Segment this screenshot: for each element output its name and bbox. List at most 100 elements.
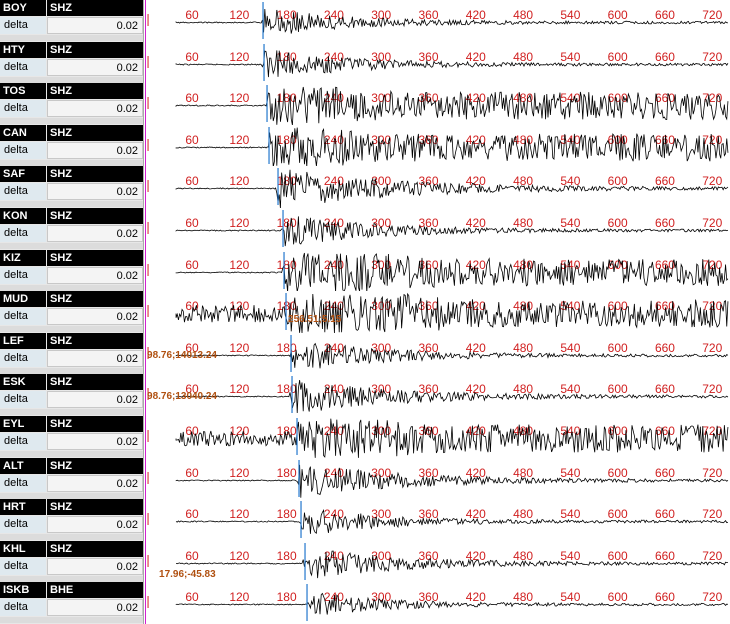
waveform-area[interactable]: 60 120 180 240 300 360 420 480 540 600 660 720 (145, 249, 730, 293)
trace-row[interactable]: MUD SHZ delta 0.02 601201802403003604204… (0, 291, 730, 334)
station-code[interactable]: BOY (0, 0, 46, 16)
param-row: delta 0.02 (0, 141, 143, 159)
station-code[interactable]: KON (0, 208, 46, 224)
trace-row[interactable]: TOS SHZ delta 0.02 60 120 180 240 300 360 420 4… (0, 83, 730, 126)
param-value-field[interactable]: 0.02 (47, 391, 143, 409)
trace-row[interactable]: HTY SHZ delta 0.02 60 120 180 240 300 360 420 4… (0, 41, 730, 84)
trace-row[interactable]: EYL SHZ delta 0.02 60 120 180 240 300 360 420 4… (0, 416, 730, 458)
trace-info-panel: LEF SHZ delta 0.02 (0, 332, 144, 375)
station-code[interactable]: SAF (0, 166, 46, 183)
waveform-trace (175, 49, 729, 77)
param-label: delta (0, 391, 46, 409)
station-code[interactable]: LEF (0, 332, 46, 349)
param-value-field[interactable]: 0.02 (47, 474, 143, 492)
trace-row[interactable]: ESK SHZ delta 0.02 60 120 180 240 300 360 420 4… (0, 374, 730, 416)
waveform-svg: 60 120 180 240 300 360 420 480 540 600 660 720 (147, 43, 729, 81)
station-code[interactable]: ISKB (0, 582, 46, 599)
trace-header: BOY SHZ (0, 0, 143, 16)
station-code[interactable]: HTY (0, 41, 46, 58)
param-label: delta (0, 141, 46, 159)
param-value-field[interactable]: 0.02 (47, 58, 143, 76)
trace-row[interactable]: KIZ SHZ delta 0.02 60 120 180 240 300 360 420 4… (0, 249, 730, 293)
waveform-area[interactable]: 60 120 180 240 300 360 420 480 540 600 660 720 (145, 41, 730, 84)
waveform-area[interactable]: 60 120 180 240 300 360 420 480 540 600 660 720 (145, 499, 730, 541)
channel-code[interactable]: SHZ (47, 457, 143, 474)
trace-row[interactable]: BOY SHZ delta 0.02 60 120 180 240 300 360 420 4… (0, 0, 730, 42)
channel-code[interactable]: SHZ (47, 416, 143, 432)
trace-row[interactable]: SAF SHZ delta 0.02 60 120 180 240 300 360 420 4… (0, 166, 730, 209)
waveform-svg: 60 120 180 240 300 360 420 480 540 600 660 720 (147, 85, 729, 126)
station-code[interactable]: KIZ (0, 249, 46, 266)
trace-row[interactable]: ALT SHZ delta 0.02 60 120 180 240 300 360 420 4… (0, 457, 730, 500)
channel-code[interactable]: SHZ (47, 83, 143, 100)
param-value-field[interactable]: 0.02 (47, 349, 143, 367)
time-tick-label: 60 (185, 382, 199, 396)
trace-row[interactable]: HRT SHZ delta 0.02 60 120 180 240 300 360 420 4… (0, 499, 730, 541)
channel-code[interactable]: SHZ (47, 540, 143, 557)
channel-code[interactable]: SHZ (47, 41, 143, 58)
station-code[interactable]: HRT (0, 499, 46, 516)
waveform-area[interactable]: 60 120 180 240 300 360 420 480 540 600 660 720 (145, 83, 730, 126)
waveform-area[interactable]: 60 120 180 240 300 360 420 480 540 600 660 720 (145, 582, 730, 624)
trace-row[interactable]: ISKB BHE delta 0.02 60 120 180 240 300 360 420… (0, 582, 730, 624)
time-tick-label: 60 (185, 133, 199, 147)
trace-row[interactable]: LEF SHZ delta 0.02 60 120 180 240 300 360 420 4… (0, 332, 730, 375)
time-tick-label: 660 (655, 299, 675, 313)
waveform-trace (175, 127, 729, 167)
station-code[interactable]: ESK (0, 374, 46, 391)
waveform-area[interactable]: 60 120 180 240 300 360 420 480 540 600 660 720 (145, 166, 730, 209)
channel-code[interactable]: BHE (47, 582, 143, 599)
channel-code[interactable]: SHZ (47, 374, 143, 391)
waveform-area[interactable]: 60 120 180 240 300 360 420 480 540 600 660 720 (145, 0, 730, 42)
time-tick-label: 480 (513, 341, 533, 355)
station-code[interactable]: KHL (0, 540, 46, 557)
time-tick-label: 240 (324, 8, 344, 22)
channel-code[interactable]: SHZ (47, 332, 143, 349)
param-value-field[interactable]: 0.02 (47, 266, 143, 284)
waveform-area[interactable]: 60 120 180 240 300 360 420 480 540 600 660 720 (145, 124, 730, 167)
station-code[interactable]: CAN (0, 124, 46, 141)
param-value-field[interactable]: 0.02 (47, 433, 143, 450)
param-value-field[interactable]: 0.02 (47, 141, 143, 159)
param-value-field[interactable]: 0.02 (47, 557, 143, 575)
time-tick-label: 420 (466, 174, 486, 188)
time-tick-label: 120 (229, 258, 249, 272)
param-value-field[interactable]: 0.02 (47, 17, 143, 34)
station-code[interactable]: MUD (0, 291, 46, 308)
time-tick-label: 120 (229, 91, 249, 105)
trace-info-panel: KON SHZ delta 0.02 (0, 208, 144, 250)
time-tick-label: 540 (560, 590, 580, 604)
station-code[interactable]: EYL (0, 416, 46, 432)
param-row: delta 0.02 (0, 349, 143, 367)
time-tick-label: 360 (419, 50, 439, 64)
channel-code[interactable]: SHZ (47, 291, 143, 308)
param-value-field[interactable]: 0.02 (47, 225, 143, 242)
time-tick-label: 660 (655, 382, 675, 396)
param-value-field[interactable]: 0.02 (47, 183, 143, 201)
param-value-field[interactable]: 0.02 (47, 308, 143, 326)
waveform-area[interactable]: 60 120 180 240 300 360 420 480 540 600 660 720 (145, 208, 730, 250)
param-label: delta (0, 557, 46, 575)
channel-code[interactable]: SHZ (47, 0, 143, 16)
param-value-field[interactable]: 0.02 (47, 100, 143, 118)
waveform-area[interactable]: 60 120 180 240 300 360 420 480 540 600 660 720 98.76… (145, 332, 730, 375)
station-code[interactable]: TOS (0, 83, 46, 100)
waveform-area[interactable]: 60 120 180 240 300 360 420 480 540 600 660 720 17.96… (145, 540, 730, 583)
trace-row[interactable]: KON SHZ delta 0.02 60 120 180 240 300 360 420 4… (0, 208, 730, 250)
waveform-area[interactable]: 60 120 180 240 300 360 420 480 540 600 660 720 98.76… (145, 374, 730, 416)
channel-code[interactable]: SHZ (47, 249, 143, 266)
channel-code[interactable]: SHZ (47, 499, 143, 516)
waveform-area[interactable]: 60 120 180 240 300 360 420 480 540 600 660 720 (145, 416, 730, 458)
trace-row[interactable]: KHL SHZ delta 0.02 60 120 180 240 300 360 420 4… (0, 540, 730, 583)
time-tick-label: 60 (185, 507, 199, 521)
channel-code[interactable]: SHZ (47, 166, 143, 183)
param-value-field[interactable]: 0.02 (47, 599, 143, 617)
station-code[interactable]: ALT (0, 457, 46, 474)
waveform-area[interactable]: 60120180240300360420480540600660720256.5… (145, 291, 730, 334)
channel-code[interactable]: SHZ (47, 124, 143, 141)
trace-row[interactable]: CAN SHZ delta 0.02 60 120 180 240 300 360 420 4… (0, 124, 730, 167)
trace-header: HRT SHZ (0, 499, 143, 516)
waveform-area[interactable]: 60 120 180 240 300 360 420 480 540 600 660 720 (145, 457, 730, 500)
param-value-field[interactable]: 0.02 (47, 516, 143, 534)
channel-code[interactable]: SHZ (47, 208, 143, 224)
